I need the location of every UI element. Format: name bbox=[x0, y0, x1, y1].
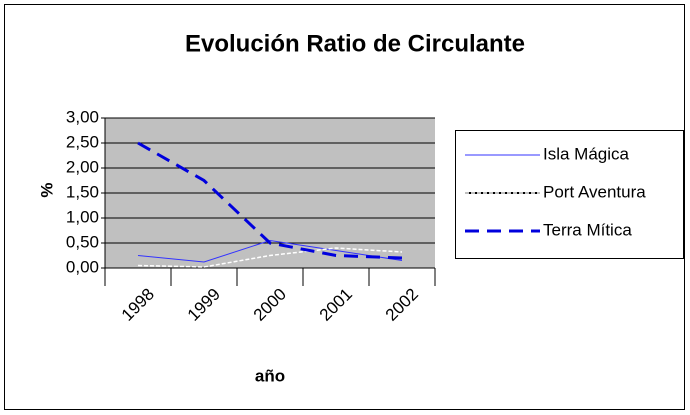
chart-title: Evolución Ratio de Circulante bbox=[185, 30, 525, 57]
y-tick-label: 0,50 bbox=[66, 232, 99, 251]
legend-label: Port Aventura bbox=[543, 182, 646, 201]
series-line bbox=[137, 141, 403, 260]
y-tick-label: 2,00 bbox=[66, 157, 99, 176]
y-axis-label: % bbox=[37, 182, 56, 197]
series-line bbox=[137, 247, 403, 268]
series-line bbox=[137, 239, 403, 263]
y-tick-label: 0,00 bbox=[66, 257, 99, 276]
x-axis-label: año bbox=[255, 366, 285, 385]
y-tick-label: 3,00 bbox=[66, 107, 99, 126]
legend bbox=[455, 130, 684, 259]
legend-label: Isla Mágica bbox=[543, 144, 630, 163]
legend-label: Terra Mítica bbox=[543, 220, 632, 239]
y-tick-label: 1,50 bbox=[66, 182, 99, 201]
y-tick-label: 2,50 bbox=[66, 132, 99, 151]
y-tick-label: 1,00 bbox=[66, 207, 99, 226]
